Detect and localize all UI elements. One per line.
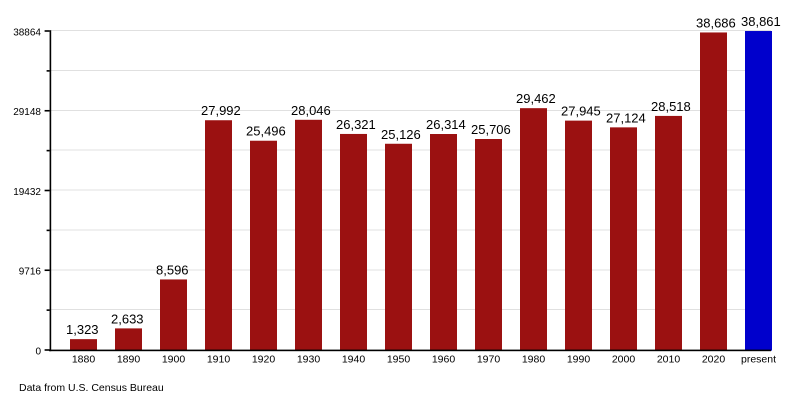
svg-text:present: present [741,354,776,366]
svg-text:1900: 1900 [162,354,186,366]
svg-text:1940: 1940 [342,354,366,366]
svg-text:1930: 1930 [297,354,321,366]
svg-text:8,596: 8,596 [156,262,189,277]
svg-text:28,518: 28,518 [651,99,691,114]
svg-text:27,945: 27,945 [561,104,601,119]
svg-text:25,126: 25,126 [381,127,421,142]
svg-text:25,706: 25,706 [471,122,511,137]
svg-text:27,992: 27,992 [201,103,241,118]
svg-text:27,124: 27,124 [606,110,646,125]
svg-text:1910: 1910 [207,354,231,366]
svg-text:1,323: 1,323 [66,322,99,337]
svg-text:1920: 1920 [252,354,276,366]
svg-text:2020: 2020 [702,354,726,366]
svg-text:1980: 1980 [522,354,546,366]
svg-text:1880: 1880 [72,354,96,366]
svg-text:19432: 19432 [13,187,41,198]
svg-text:2010: 2010 [657,354,681,366]
svg-text:26,321: 26,321 [336,117,376,132]
svg-text:1990: 1990 [567,354,591,366]
svg-text:25,496: 25,496 [246,124,286,139]
svg-text:28,046: 28,046 [291,103,331,118]
svg-text:38864: 38864 [13,27,41,38]
svg-text:1890: 1890 [117,354,141,366]
svg-text:Data from U.S. Census Bureau: Data from U.S. Census Bureau [19,382,164,394]
svg-text:38,861: 38,861 [741,14,781,29]
svg-text:2000: 2000 [612,354,636,366]
svg-text:38,686: 38,686 [696,15,736,30]
svg-text:29,462: 29,462 [516,91,556,106]
svg-text:1960: 1960 [432,354,456,366]
svg-text:29148: 29148 [13,107,41,118]
svg-text:0: 0 [35,346,41,357]
svg-text:1950: 1950 [387,354,411,366]
svg-text:1970: 1970 [477,354,501,366]
svg-text:26,314: 26,314 [426,117,466,132]
svg-text:2,633: 2,633 [111,311,144,326]
svg-text:9716: 9716 [19,267,42,278]
